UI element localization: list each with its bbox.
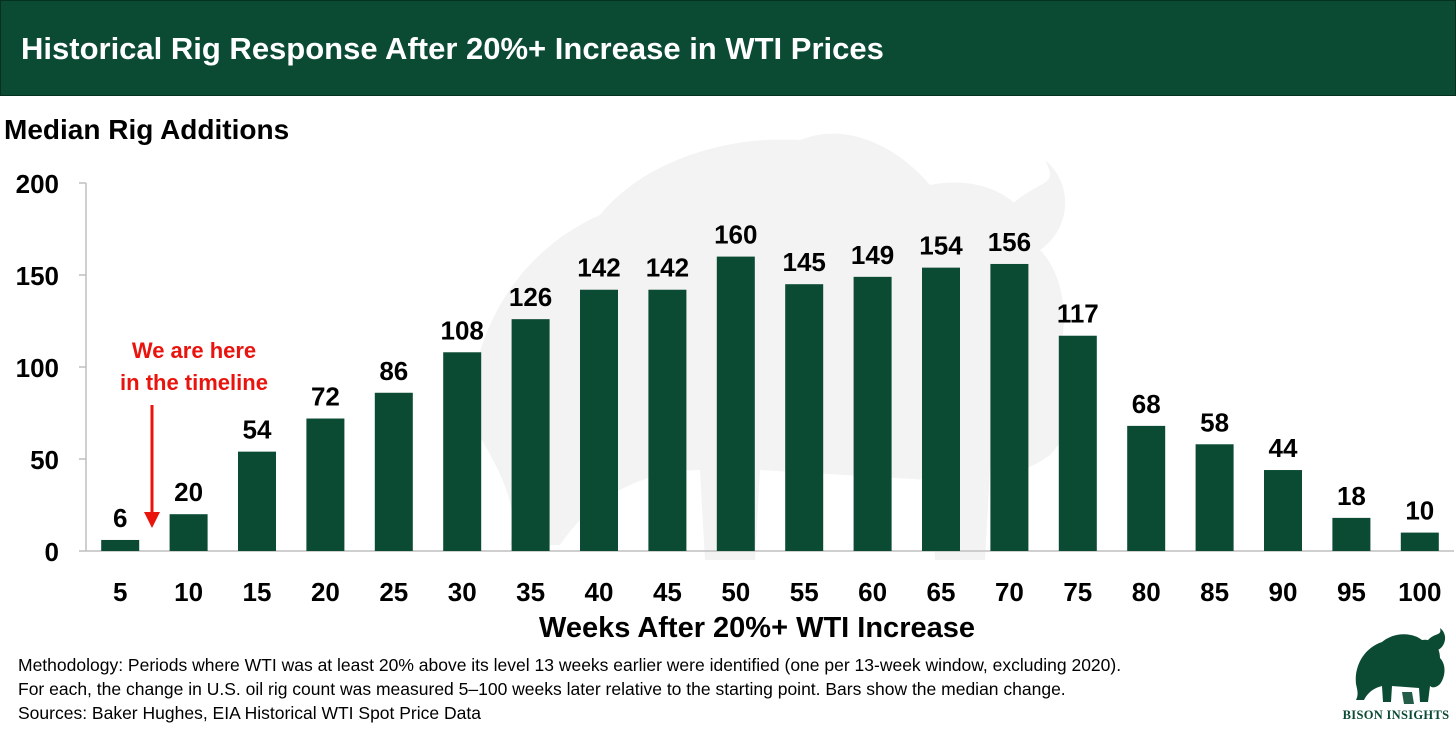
- y-tick-labels: 0 50 100 150 200: [16, 169, 59, 567]
- data-label-95: 18: [1337, 481, 1366, 511]
- chart-title: Median Rig Additions: [4, 114, 290, 145]
- bar-50: [716, 256, 755, 551]
- x-tick-label-55: 55: [790, 577, 819, 607]
- y-tick-label: 0: [45, 537, 59, 567]
- x-tick-label-5: 5: [113, 577, 127, 607]
- bar-55: [785, 284, 824, 551]
- bar-80: [1127, 425, 1166, 551]
- bison-insights-logo: BISON INSIGHTS: [1342, 626, 1450, 726]
- data-label-45: 142: [646, 253, 689, 283]
- data-label-35: 126: [509, 282, 552, 312]
- y-tick-label: 50: [30, 445, 59, 475]
- logo-text: BISON INSIGHTS: [1342, 708, 1450, 722]
- bar-35: [511, 319, 550, 551]
- bar-20: [306, 418, 345, 551]
- data-label-5: 6: [113, 503, 127, 533]
- timeline-annotation: We are here in the timeline: [120, 338, 268, 528]
- bar-10: [169, 514, 208, 551]
- data-label-85: 58: [1200, 407, 1229, 437]
- x-tick-label-85: 85: [1200, 577, 1229, 607]
- x-tick-label-35: 35: [516, 577, 545, 607]
- x-tick-label-15: 15: [243, 577, 272, 607]
- methodology-line-1: Methodology: Periods where WTI was at le…: [18, 655, 1122, 675]
- data-labels: 6 20 54 72 86 108 126 142 142 160 145 149 154 156 117 6…: [113, 220, 1434, 533]
- data-label-70: 156: [988, 227, 1031, 257]
- bar-95: [1332, 517, 1371, 551]
- x-tick-label-75: 75: [1063, 577, 1092, 607]
- x-tick-label-70: 70: [995, 577, 1024, 607]
- bar-series: [101, 256, 1439, 551]
- x-tick-label-20: 20: [311, 577, 340, 607]
- data-label-15: 54: [243, 415, 272, 445]
- annotation-line-1: We are here: [132, 338, 256, 363]
- bar-75: [1058, 335, 1097, 551]
- x-tick-label-60: 60: [858, 577, 887, 607]
- bison-icon: [1355, 628, 1446, 704]
- x-tick-label-90: 90: [1269, 577, 1298, 607]
- data-label-65: 154: [919, 231, 963, 261]
- annotation-line-2: in the timeline: [120, 370, 268, 395]
- x-tick-label-100: 100: [1398, 577, 1441, 607]
- title-banner: Historical Rig Response After 20%+ Incre…: [0, 0, 1456, 96]
- methodology-line-2: For each, the change in U.S. oil rig cou…: [18, 679, 1066, 699]
- data-label-75: 117: [1057, 299, 1099, 329]
- bar-85: [1195, 444, 1234, 551]
- x-tick-label-95: 95: [1337, 577, 1366, 607]
- bar-45: [648, 289, 687, 551]
- bar-30: [443, 352, 482, 551]
- data-label-55: 145: [783, 247, 826, 277]
- data-label-10: 20: [174, 477, 203, 507]
- x-tick-label-10: 10: [174, 577, 203, 607]
- bar-5: [101, 539, 140, 551]
- down-arrow-icon: [144, 512, 160, 528]
- y-tick-label: 200: [16, 169, 59, 199]
- data-label-40: 142: [577, 253, 620, 283]
- x-tick-label-25: 25: [379, 577, 408, 607]
- bar-15: [238, 451, 276, 551]
- data-label-50: 160: [714, 220, 757, 250]
- methodology-notes: Methodology: Periods where WTI was at le…: [18, 653, 1121, 725]
- bar-40: [580, 289, 618, 551]
- bar-60: [853, 276, 892, 551]
- x-tick-label-30: 30: [448, 577, 477, 607]
- y-tick-label: 150: [16, 261, 59, 291]
- x-tick-label-65: 65: [927, 577, 956, 607]
- data-label-30: 108: [441, 315, 484, 345]
- bar-chart: 6 20 54 72 86 108 126 142 142 160 145 149 154 156 117 6…: [16, 133, 1454, 644]
- x-tick-label-45: 45: [653, 577, 682, 607]
- data-label-20: 72: [311, 382, 340, 412]
- bar-65: [922, 267, 960, 551]
- data-label-100: 10: [1405, 496, 1434, 526]
- watermark-bison-icon: [470, 133, 1073, 560]
- bar-100: [1400, 532, 1439, 551]
- data-label-25: 86: [379, 356, 408, 386]
- data-label-60: 149: [851, 240, 894, 270]
- bar-70: [990, 263, 1029, 551]
- x-tick-label-40: 40: [585, 577, 614, 607]
- x-tick-label-50: 50: [721, 577, 750, 607]
- data-label-90: 44: [1269, 433, 1298, 463]
- sources-line: Sources: Baker Hughes, EIA Historical WT…: [18, 703, 481, 723]
- bar-25: [374, 392, 413, 551]
- y-tick-label: 100: [16, 353, 59, 383]
- x-axis-label: Weeks After 20%+ WTI Increase: [539, 612, 975, 644]
- data-label-80: 68: [1132, 389, 1161, 419]
- bar-90: [1264, 470, 1302, 551]
- page-title: Historical Rig Response After 20%+ Incre…: [21, 31, 884, 66]
- x-tick-labels: 5 10 15 20 25 30 35 40 45 50 55 60 65 70 75 80 85 90 95 100: [113, 577, 1442, 607]
- x-tick-label-80: 80: [1132, 577, 1161, 607]
